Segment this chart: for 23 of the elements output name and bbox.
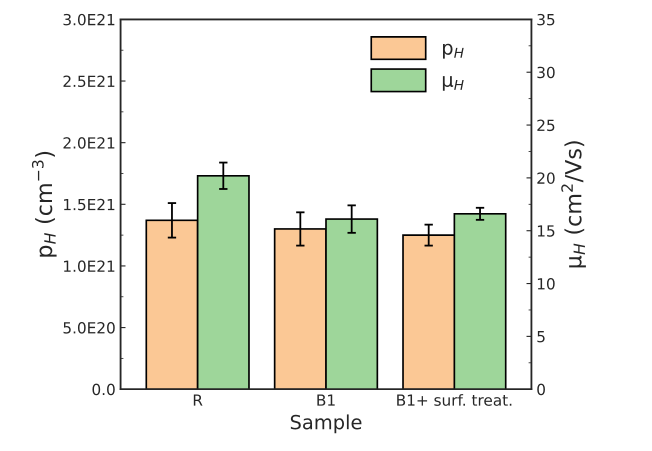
x-tick-label: R — [194, 394, 203, 406]
y-axis-title: p$_{H}$ (cm$^{−3}$) — [32, 152, 57, 257]
legend-label: p$_{H}$ — [443, 44, 464, 59]
y-tick-label: 1.0E21 — [64, 260, 114, 272]
y2-tick-label: 20 — [537, 172, 555, 184]
y-tick-label: 2.5E21 — [63, 75, 114, 88]
y-tick-label: 3.0E21 — [64, 14, 114, 26]
y2-tick-label: 30 — [537, 66, 555, 78]
x-tick-label: B1+ surf. treat. — [397, 394, 512, 406]
y-tick-label: 5.0E20 — [64, 322, 115, 334]
y2-tick-label: 10 — [538, 278, 555, 290]
y2-axis-title: μ$_{H}$ (cm$^{2}$/Vs) — [561, 141, 586, 268]
y2-tick-label: 0 — [537, 384, 545, 396]
y-tick-label: 1.5E21 — [64, 198, 114, 210]
x-tick-label: B1 — [317, 394, 335, 406]
x-axis-title: Sample — [290, 414, 362, 434]
y-tick-label: 0.0 — [92, 384, 115, 396]
y2-tick-label: 5 — [537, 331, 545, 342]
y2-tick-label: 15 — [538, 225, 554, 237]
y-tick-label: 2.0E21 — [63, 137, 114, 149]
y2-tick-label: 35 — [537, 14, 554, 26]
legend-label: μ$_{H}$ — [442, 76, 464, 91]
y2-tick-label: 25 — [537, 120, 554, 132]
